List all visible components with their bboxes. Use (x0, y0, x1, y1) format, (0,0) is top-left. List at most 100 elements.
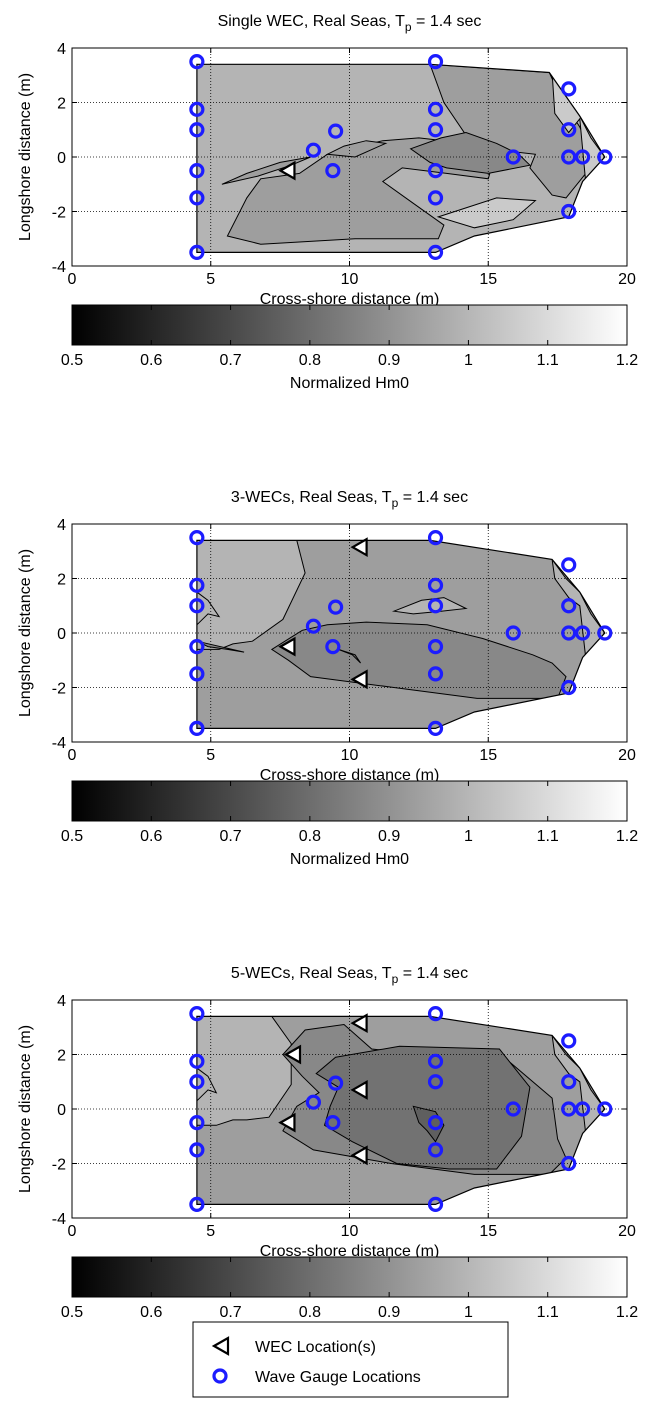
wave-gauge-marker (427, 1006, 444, 1022)
wave-gauge-marker (561, 1155, 577, 1172)
wec-marker (278, 1112, 296, 1133)
contour-regions (196, 1016, 605, 1175)
x-tick-label: 15 (479, 271, 497, 288)
x-tick-label: 20 (618, 1223, 636, 1240)
wave-gauge-marker (189, 1115, 205, 1131)
contour-region (196, 540, 306, 650)
panel-title: Single WEC, Real Seas, Tp = 1.4 sec (218, 13, 482, 34)
wec-marker (278, 636, 296, 657)
colorbar-tick-label: 0.8 (299, 1304, 321, 1321)
legend-entry-label: Wave Gauge Locations (255, 1369, 421, 1386)
y-tick-label: 4 (57, 41, 66, 58)
contour-region (226, 64, 589, 245)
wave-gauge-marker (328, 123, 344, 139)
title-subscript: p (392, 496, 399, 510)
wave-gauge-marker (427, 1074, 444, 1090)
x-axis-label: Cross-shore distance (m) (260, 1243, 440, 1260)
wave-gauge-marker (427, 577, 444, 593)
colorbar-tick-label: 1.1 (537, 352, 559, 369)
wave-gauge-marker (427, 163, 444, 179)
wave-gauge-marker (189, 666, 205, 682)
wave-gauge-marker (574, 1101, 591, 1117)
wave-gauge-marker (427, 244, 444, 260)
wave-gauge-marker (561, 203, 577, 220)
title-main: Single WEC, Real Seas, T (218, 13, 406, 30)
x-tick-label: 5 (206, 1223, 215, 1240)
contour-region (325, 140, 388, 158)
wave-gauge-marker (427, 1115, 444, 1131)
wave-gauge-marker (597, 625, 613, 641)
colorbar-tick-label: 1 (464, 1304, 473, 1321)
wave-gauge-marker (561, 679, 577, 696)
wave-gauge-marker (561, 1033, 577, 1049)
wave-gauge-marker (427, 1053, 444, 1069)
x-tick-label: 10 (341, 747, 359, 764)
title-end: = 1.4 sec (412, 13, 482, 30)
wave-gauge-marker (505, 149, 521, 165)
colorbar-tick-label: 0.6 (140, 352, 162, 369)
contour-regions (196, 540, 605, 699)
title-main: 5-WECs, Real Seas, T (231, 965, 392, 982)
x-axis-label: Cross-shore distance (m) (260, 291, 440, 308)
wave-gauge-marker (427, 122, 444, 138)
wave-gauge-marker (189, 163, 205, 179)
wave-gauge-marker (427, 530, 444, 546)
colorbar-label: Normalized Hm0 (290, 375, 409, 392)
title-subscript: p (405, 20, 412, 34)
colorbar (71, 304, 628, 346)
wave-gauge-marker (561, 81, 577, 97)
x-tick-label: 15 (479, 747, 497, 764)
wave-gauge-marker (574, 149, 591, 165)
wave-gauge-marker (561, 149, 577, 165)
y-axis-label: Longshore distance (m) (17, 73, 34, 241)
colorbar-tick-label: 1.2 (616, 828, 638, 845)
x-tick-label: 15 (479, 1223, 497, 1240)
wec-marker (350, 1145, 368, 1166)
colorbar-tick-label: 0.5 (61, 828, 83, 845)
colorbar (71, 1256, 628, 1298)
wave-gauge-marker (505, 1101, 521, 1117)
wave-gauge-marker (305, 142, 322, 158)
title-main: 3-WECs, Real Seas, T (231, 489, 392, 506)
title-subscript: p (392, 972, 399, 986)
wave-gauge-marker (189, 1053, 205, 1069)
colorbar-tick-label: 1.2 (616, 352, 638, 369)
x-axis-label: Cross-shore distance (m) (260, 767, 440, 784)
wec-marker (350, 537, 368, 558)
y-tick-label: -2 (52, 1157, 66, 1174)
wave-gauge-marker (427, 101, 444, 117)
y-tick-label: 4 (57, 993, 66, 1010)
wave-gauge-marker (427, 720, 444, 736)
legend-entry-label: WEC Location(s) (255, 1339, 376, 1356)
wave-gauge-marker (189, 190, 205, 206)
colorbar-tick-label: 0.7 (219, 1304, 241, 1321)
wave-gauge-marker (427, 639, 444, 655)
y-tick-label: 4 (57, 517, 66, 534)
wave-gauge-marker (328, 599, 344, 615)
colorbar-tick-label: 0.5 (61, 1304, 83, 1321)
y-tick-label: 0 (57, 626, 66, 643)
colorbar-tick-label: 0.9 (378, 828, 400, 845)
x-tick-label: 0 (68, 747, 77, 764)
wave-gauge-marker (427, 1196, 444, 1212)
colorbar-tick-label: 0.7 (219, 828, 241, 845)
contour-region (196, 640, 245, 653)
colorbar-tick-label: 0.6 (140, 1304, 162, 1321)
legend-gauge-icon (212, 1368, 228, 1384)
wave-gauge-marker (597, 1101, 613, 1117)
wave-gauge-marker (305, 618, 322, 634)
wave-gauge-marker (574, 625, 591, 641)
colorbar-tick-label: 0.9 (378, 1304, 400, 1321)
x-tick-label: 5 (206, 271, 215, 288)
y-tick-label: 2 (57, 96, 66, 113)
wave-gauge-marker (561, 598, 577, 614)
wave-gauge-marker (325, 639, 341, 655)
contour-region (270, 621, 567, 699)
wave-gauge-marker (189, 101, 205, 117)
legend: WEC Location(s) Wave Gauge Locations (192, 1321, 509, 1398)
x-tick-label: 20 (618, 271, 636, 288)
wave-gauge-marker (561, 1074, 577, 1090)
colorbar-tick-label: 0.5 (61, 352, 83, 369)
